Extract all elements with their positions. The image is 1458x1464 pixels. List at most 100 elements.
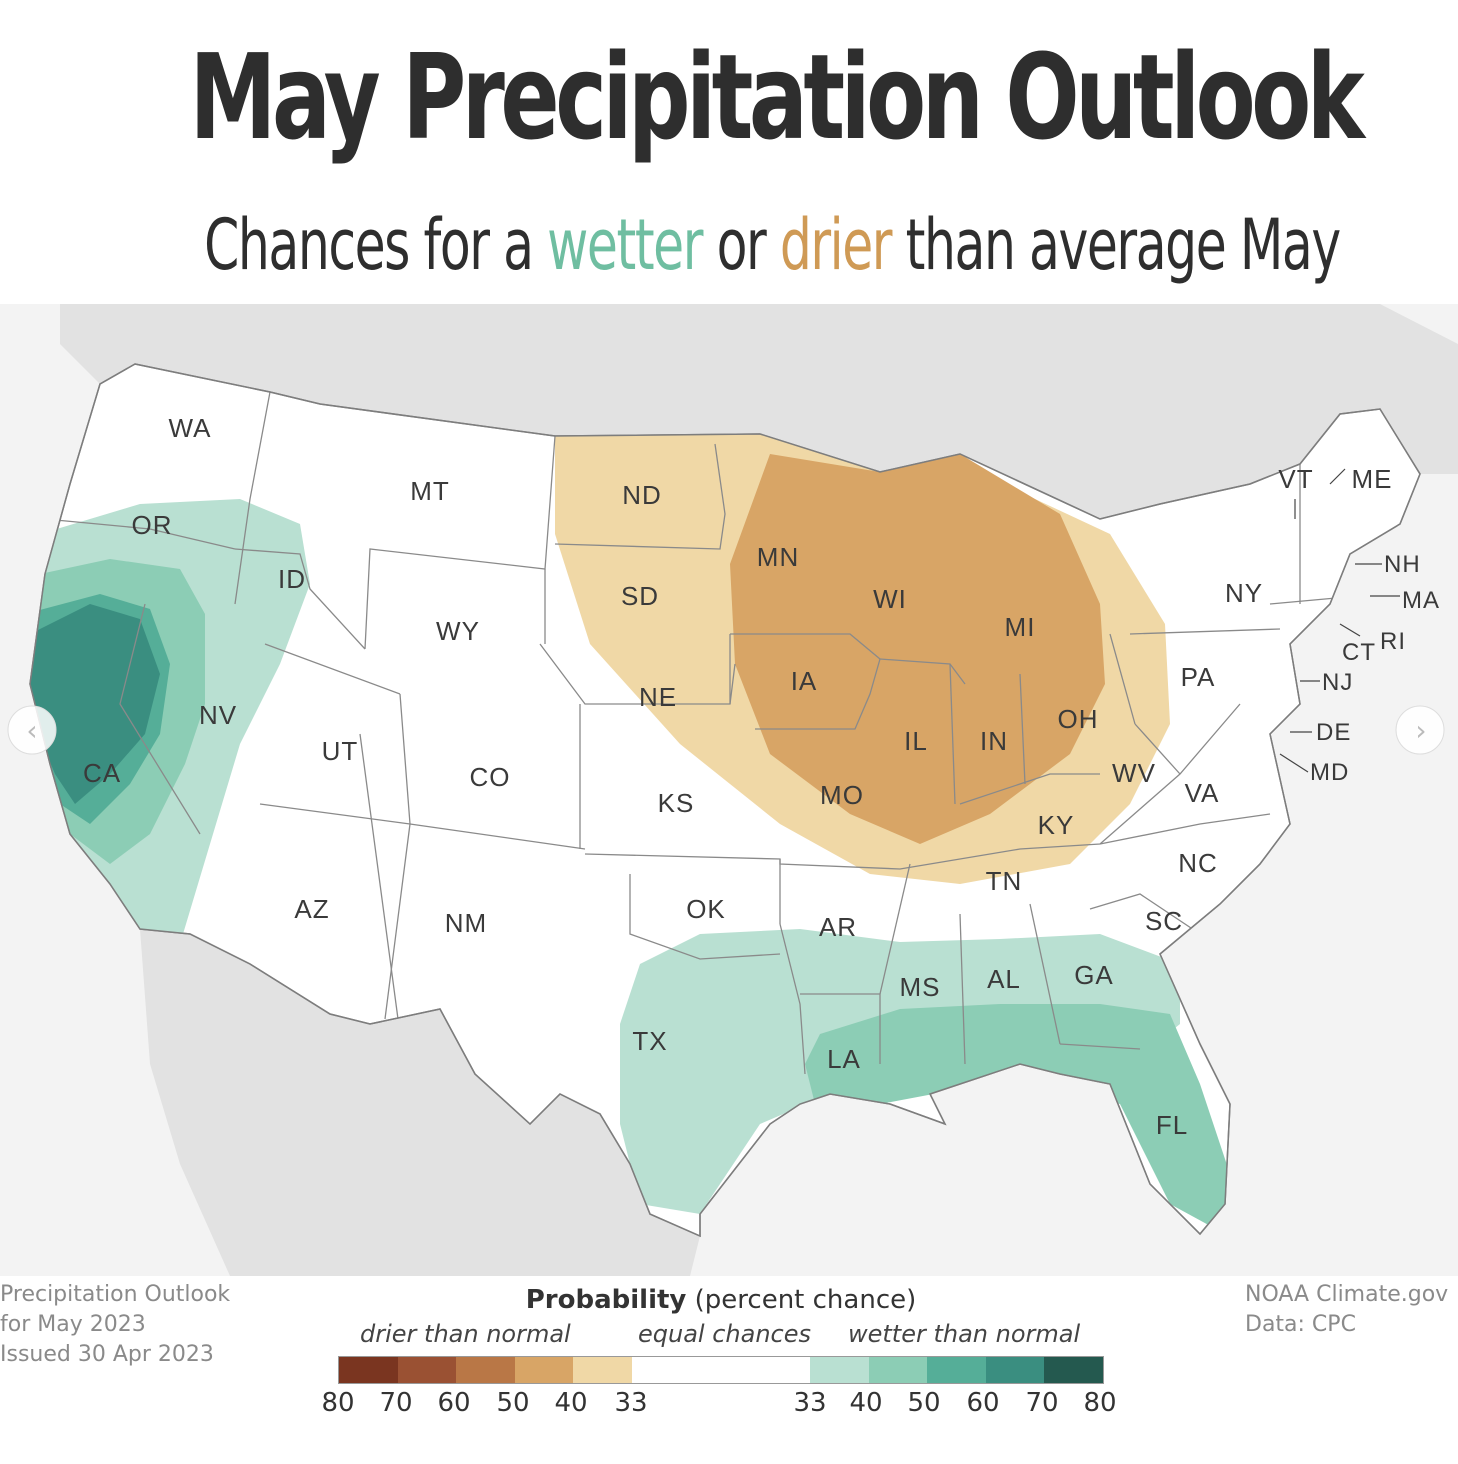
swatch-dry-70-60 [397, 1357, 457, 1383]
source-credit-line-1: NOAA Climate.gov [1245, 1282, 1449, 1307]
label-nm: NM [445, 908, 487, 938]
swatch-dry-80-70 [339, 1357, 398, 1383]
legend-title: Probability (percent chance) [338, 1285, 1104, 1315]
label-ok: OK [686, 894, 726, 924]
legend-title-rest: (percent chance) [686, 1285, 917, 1315]
swatch-wet-40-50 [868, 1357, 928, 1383]
subtitle-before: Chances for a [204, 204, 548, 286]
label-md: MD [1310, 759, 1349, 786]
source-credit: NOAA Climate.gov Data: CPC [1245, 1280, 1458, 1340]
label-wa: WA [169, 413, 212, 443]
swatch-wet-70-80 [1044, 1357, 1104, 1383]
label-ny: NY [1225, 578, 1263, 608]
swatch-wet-60-70 [985, 1357, 1045, 1383]
wet-west-60-70 [30, 604, 160, 804]
canada-land [60, 304, 1458, 519]
legend-tick: 60 [437, 1388, 471, 1418]
source-credit-line-2: Data: CPC [1245, 1312, 1356, 1337]
label-mt: MT [410, 476, 450, 506]
state-borders [44, 391, 1381, 1185]
subtitle-wet-word: wetter [547, 204, 703, 286]
label-ms: MS [900, 972, 941, 1002]
outlook-info: Precipitation Outlook for May 2023 Issue… [0, 1280, 300, 1370]
outlook-info-line-3: Issued 30 Apr 2023 [0, 1342, 214, 1367]
swatch-wet-50-60 [927, 1357, 986, 1383]
legend-tick: 80 [321, 1388, 355, 1418]
outlook-info-line-1: Precipitation Outlook [0, 1282, 231, 1307]
legend-tick: 40 [554, 1388, 588, 1418]
label-nd: ND [622, 480, 662, 510]
legend-tick: 33 [793, 1388, 827, 1418]
label-vt: VT [1278, 464, 1313, 494]
legend-drier-label: drier than normal [360, 1320, 571, 1348]
label-mo: MO [820, 780, 864, 810]
label-ks: KS [658, 788, 695, 818]
label-sd: SD [621, 581, 659, 611]
legend-tick: 70 [1025, 1388, 1059, 1418]
label-il: IL [904, 726, 928, 756]
legend-tick: 50 [907, 1388, 941, 1418]
label-or: OR [132, 510, 173, 540]
dry-region-40-50 [730, 454, 1105, 844]
label-ar: AR [819, 912, 857, 942]
swatch-equal [631, 1357, 811, 1383]
label-az: AZ [294, 894, 329, 924]
label-id: ID [278, 564, 306, 594]
label-ia: IA [791, 666, 818, 696]
label-tx: TX [632, 1026, 667, 1056]
subtitle-dry-word: drier [779, 204, 893, 286]
label-pa: PA [1181, 662, 1216, 692]
swatch-dry-50-40 [514, 1357, 574, 1383]
label-ky: KY [1038, 810, 1075, 840]
next-image-button[interactable]: › [1395, 705, 1445, 755]
mexico-land [140, 929, 700, 1276]
label-ne: NE [639, 682, 677, 712]
label-ct: CT [1342, 639, 1376, 666]
legend-wetter-label: wetter than normal [848, 1320, 1081, 1348]
label-mn: MN [757, 542, 799, 572]
label-nv: NV [199, 700, 237, 730]
label-wv: WV [1112, 758, 1156, 788]
prev-image-button[interactable]: ‹ [7, 705, 57, 755]
label-me: ME [1352, 464, 1393, 494]
label-la: LA [827, 1044, 861, 1074]
legend-tick: 60 [966, 1388, 1000, 1418]
legend-tick: 50 [496, 1388, 530, 1418]
label-sc: SC [1145, 906, 1183, 936]
label-al: AL [987, 964, 1021, 994]
legend-title-bold: Probability [525, 1285, 687, 1315]
label-mi: MI [1005, 612, 1036, 642]
precipitation-outlook-map: WA OR ID MT WY ND SD NE MN IA WI MI IL I… [0, 304, 1458, 1276]
legend-colorbar [338, 1356, 1104, 1384]
legend-tick: 40 [849, 1388, 883, 1418]
legend-equal-label: equal chances [638, 1320, 812, 1348]
subtitle: Chances for a wetter or drier than avera… [204, 200, 1341, 290]
label-wy: WY [436, 616, 480, 646]
label-ri: RI [1380, 628, 1406, 655]
label-va: VA [1185, 778, 1220, 808]
label-ca: CA [83, 758, 121, 788]
label-nj: NJ [1322, 669, 1353, 696]
label-co: CO [470, 762, 511, 792]
label-nc: NC [1178, 848, 1218, 878]
label-wi: WI [873, 584, 907, 614]
label-in: IN [980, 726, 1008, 756]
label-oh: OH [1058, 704, 1099, 734]
wet-south-40-50 [805, 1004, 1230, 1234]
label-tn: TN [986, 866, 1023, 896]
label-ga: GA [1074, 960, 1114, 990]
page-title: May Precipitation Outlook [189, 28, 1365, 166]
legend-tick: 70 [379, 1388, 413, 1418]
swatch-wet-33-40 [810, 1357, 869, 1383]
subtitle-middle: or [702, 204, 780, 286]
label-fl: FL [1156, 1110, 1188, 1140]
subtitle-after: than average May [891, 204, 1341, 286]
label-de: DE [1316, 719, 1351, 746]
swatch-dry-60-50 [456, 1357, 515, 1383]
chevron-right-icon: › [1415, 714, 1426, 747]
legend-tick: 80 [1083, 1388, 1117, 1418]
outlook-info-line-2: for May 2023 [0, 1312, 146, 1337]
legend-tick: 33 [614, 1388, 648, 1418]
swatch-dry-40-33 [573, 1357, 632, 1383]
label-ut: UT [322, 736, 359, 766]
